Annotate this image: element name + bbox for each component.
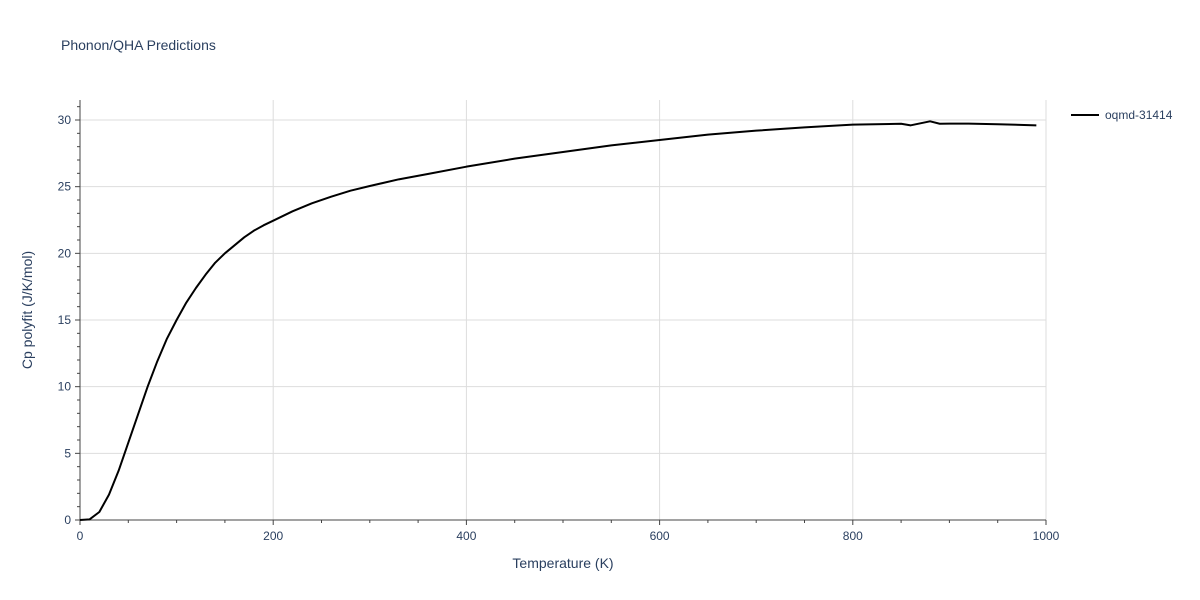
- minor-ticks: [75, 106, 1047, 525]
- y-tick-label: 0: [64, 513, 71, 527]
- legend[interactable]: oqmd-31414: [1071, 108, 1173, 122]
- series-line-oqmd-31414: [79, 120, 1037, 521]
- x-tick-label: 200: [263, 529, 283, 543]
- x-axis-title: Temperature (K): [512, 555, 613, 571]
- x-tick-labels: 0 200 400 600 800 1000: [77, 529, 1060, 543]
- x-tick-label: 0: [77, 529, 84, 543]
- grid: [80, 100, 1047, 520]
- x-tick-label: 800: [843, 529, 863, 543]
- y-tick-label: 20: [58, 246, 72, 260]
- y-axis-title: Cp polyfit (J/K/mol): [19, 251, 35, 369]
- series: [79, 120, 1037, 521]
- y-tick-label: 10: [58, 380, 72, 394]
- x-tick-label: 1000: [1033, 529, 1060, 543]
- chart-title: Phonon/QHA Predictions: [61, 37, 216, 53]
- x-tick-label: 400: [456, 529, 476, 543]
- legend-label: oqmd-31414: [1105, 108, 1173, 122]
- y-tick-label: 25: [58, 180, 72, 194]
- y-tick-labels: 0 5 10 15 20 25 30: [58, 113, 72, 527]
- y-tick-label: 30: [58, 113, 72, 127]
- x-tick-label: 600: [650, 529, 670, 543]
- y-tick-label: 15: [58, 313, 72, 327]
- y-tick-label: 5: [64, 446, 71, 460]
- axes: [79, 100, 1046, 521]
